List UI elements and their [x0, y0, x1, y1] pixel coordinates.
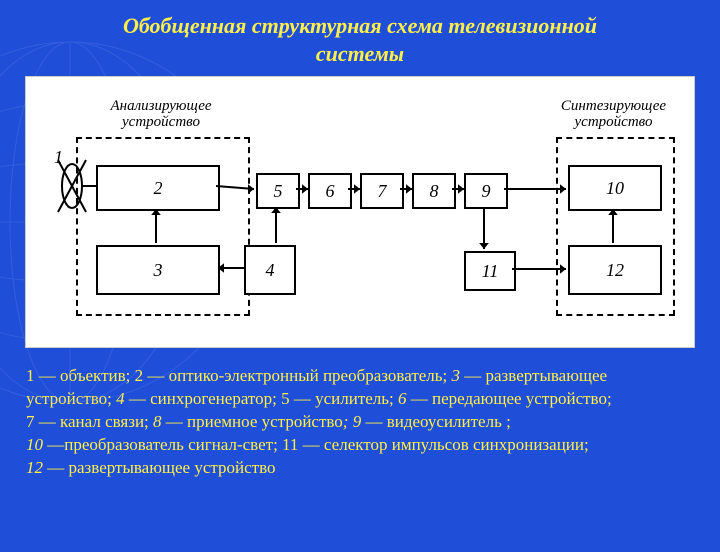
arrow	[476, 199, 492, 257]
diagram-panel: Анализирующееустройство Синтезирующееустр…	[26, 77, 694, 347]
group-label: Анализирующееустройство	[68, 99, 254, 131]
arrow	[605, 201, 621, 251]
arrow	[392, 181, 420, 197]
legend-line: 7 — канал связи; 8 — приемное устройство…	[26, 411, 694, 434]
arrow	[444, 181, 472, 197]
arrow	[504, 261, 574, 277]
title-line2: системы	[316, 41, 404, 66]
arrow	[208, 178, 262, 197]
lens-connector	[82, 184, 96, 188]
arrow	[210, 260, 252, 276]
group-label: Синтезирующееустройство	[548, 99, 679, 131]
arrow	[340, 181, 368, 197]
arrow	[268, 199, 284, 251]
legend-line: 12 — развертывающее устройство	[26, 457, 694, 480]
block-3: 3	[96, 245, 220, 295]
arrow	[496, 181, 574, 197]
arrow	[148, 201, 164, 251]
arrow	[288, 181, 316, 197]
block-12: 12	[568, 245, 662, 295]
legend-line: 10 —преобразователь сигнал-свет; 11 — се…	[26, 434, 694, 457]
